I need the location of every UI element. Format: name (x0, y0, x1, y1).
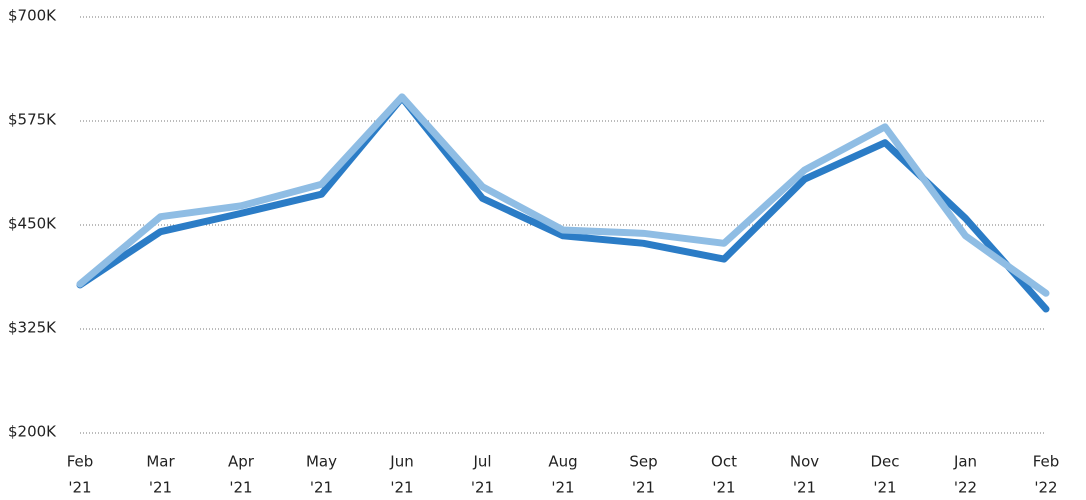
x-tick-label: Dec (870, 453, 899, 471)
x-tick-label: '22 (1034, 479, 1057, 497)
x-tick-label: '21 (68, 479, 91, 497)
x-tick-label: '21 (229, 479, 252, 497)
x-tick-label: Mar (146, 453, 175, 471)
series-line (76, 93, 1050, 297)
x-tick-label: '21 (149, 479, 172, 497)
x-tick-label: Feb (67, 453, 94, 471)
x-tick-label: Jun (389, 453, 413, 471)
x-tick-label: '21 (632, 479, 655, 497)
x-tick-label: '22 (954, 479, 977, 497)
series-line (76, 94, 1050, 313)
x-tick-label: Oct (711, 453, 737, 471)
y-tick-label: $575K (8, 111, 57, 129)
x-tick-label: '21 (390, 479, 413, 497)
y-tick-label: $200K (8, 423, 57, 441)
x-tick-label: '21 (873, 479, 896, 497)
x-tick-label: Feb (1033, 453, 1060, 471)
y-tick-label: $325K (8, 319, 57, 337)
x-tick-label: Aug (548, 453, 577, 471)
x-tick-label: '21 (471, 479, 494, 497)
x-tick-label: Apr (228, 453, 255, 471)
x-tick-label: '21 (551, 479, 574, 497)
x-tick-label: Jul (472, 453, 491, 471)
x-tick-label: Jan (953, 453, 977, 471)
x-tick-label: '21 (712, 479, 735, 497)
y-tick-label: $700K (8, 7, 57, 25)
x-tick-label: Nov (790, 453, 819, 471)
x-tick-label: '21 (310, 479, 333, 497)
x-tick-label: Sep (629, 453, 657, 471)
x-tick-label: May (306, 453, 337, 471)
y-tick-label: $450K (8, 215, 57, 233)
x-tick-label: '21 (793, 479, 816, 497)
